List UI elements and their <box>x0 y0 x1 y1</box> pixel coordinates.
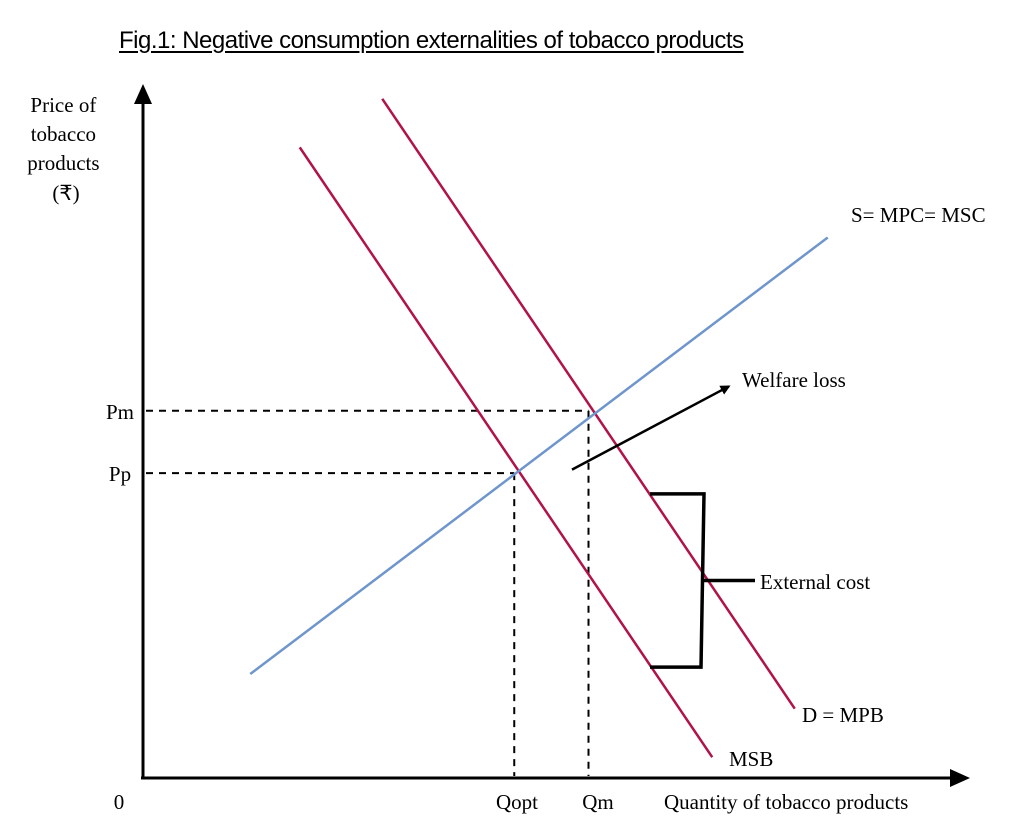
quantity-label-qm: Qm <box>582 790 614 814</box>
demand-curve-label: D = MPB <box>802 703 884 727</box>
external-cost-bracket <box>650 492 706 669</box>
external-cost-label: External cost <box>760 570 870 594</box>
welfare-loss-label: Welfare loss <box>742 368 846 392</box>
figure-title: Fig.1: Negative consumption externalitie… <box>119 27 744 54</box>
supply-curve <box>249 236 829 676</box>
y-axis-label: Price of tobacco products (₹) <box>27 93 105 205</box>
x-axis-arrow-icon <box>950 769 970 787</box>
y-axis-label-line: tobacco <box>31 122 96 146</box>
demand-curve <box>381 98 796 710</box>
origin-label: 0 <box>114 790 125 814</box>
y-axis-label-line: products <box>27 151 99 175</box>
price-label-pm: Pm <box>106 400 134 424</box>
price-label-pp: Pp <box>109 462 131 486</box>
supply-curve-label: S= MPC= MSC <box>851 203 986 227</box>
y-axis-label-line: (₹) <box>52 181 79 205</box>
y-axis-arrow-icon <box>134 84 152 104</box>
msb-curve <box>298 146 714 758</box>
x-axis-label: Quantity of tobacco products <box>664 790 908 814</box>
y-axis-label-line: Price of <box>30 93 96 117</box>
welfare-loss-arrow <box>571 385 731 471</box>
quantity-label-qopt: Qopt <box>496 790 538 814</box>
msb-curve-label: MSB <box>729 747 773 771</box>
